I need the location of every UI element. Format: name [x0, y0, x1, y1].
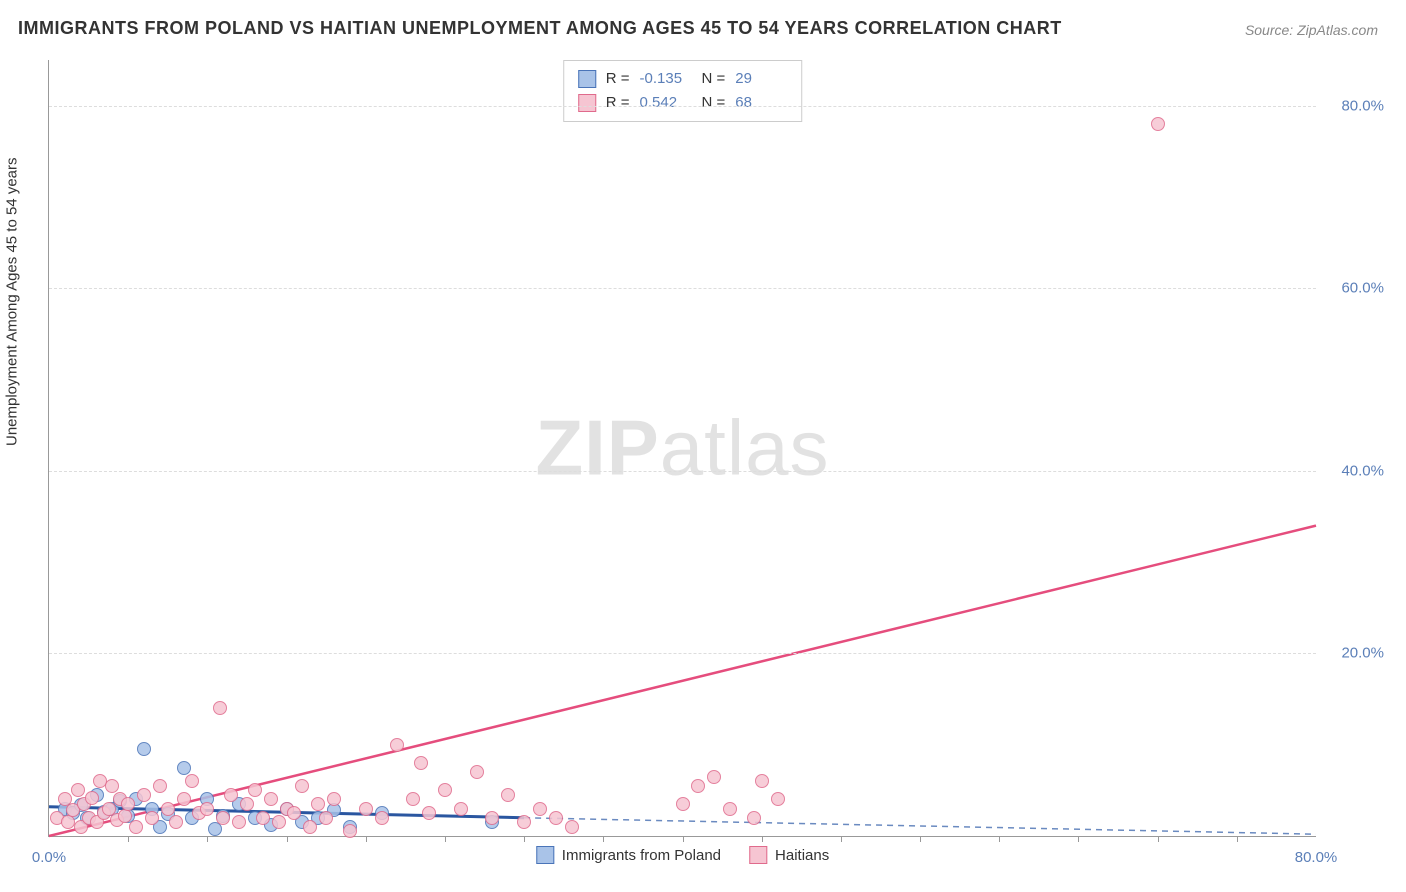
x-tick [207, 836, 208, 842]
series-legend: Immigrants from Poland Haitians [536, 846, 829, 864]
gridline [49, 288, 1316, 289]
point-haitian [311, 797, 325, 811]
trend-lines-layer [49, 60, 1316, 836]
point-haitian [216, 811, 230, 825]
x-tick [1078, 836, 1079, 842]
point-haitian [517, 815, 531, 829]
x-tick [762, 836, 763, 842]
point-haitian [1151, 117, 1165, 131]
swatch-haitians-bottom [749, 846, 767, 864]
point-haitian [118, 809, 132, 823]
point-haitian [121, 797, 135, 811]
y-axis-label: Unemployment Among Ages 45 to 54 years [4, 157, 21, 446]
y-tick-label: 60.0% [1341, 280, 1384, 297]
point-haitian [691, 779, 705, 793]
point-haitian [177, 792, 191, 806]
point-haitian [470, 765, 484, 779]
point-haitian [454, 802, 468, 816]
point-haitian [169, 815, 183, 829]
point-haitian [707, 770, 721, 784]
gridline [49, 471, 1316, 472]
x-tick [366, 836, 367, 842]
point-haitian [533, 802, 547, 816]
point-haitian [327, 792, 341, 806]
point-haitian [359, 802, 373, 816]
point-haitian [145, 811, 159, 825]
point-haitian [287, 806, 301, 820]
point-haitian [85, 791, 99, 805]
point-haitian [161, 802, 175, 816]
point-haitian [129, 820, 143, 834]
gridline [49, 106, 1316, 107]
point-haitian [676, 797, 690, 811]
point-haitian [747, 811, 761, 825]
point-haitian [272, 815, 286, 829]
point-haitian [549, 811, 563, 825]
point-haitian [200, 802, 214, 816]
x-tick [683, 836, 684, 842]
x-tick [603, 836, 604, 842]
point-haitian [755, 774, 769, 788]
point-haitian [414, 756, 428, 770]
x-tick [128, 836, 129, 842]
point-haitian [248, 783, 262, 797]
point-haitian [390, 738, 404, 752]
point-haitian [153, 779, 167, 793]
point-haitian [343, 824, 357, 838]
point-haitian [303, 820, 317, 834]
source-attribution: Source: ZipAtlas.com [1245, 22, 1378, 38]
x-tick [287, 836, 288, 842]
y-tick-label: 40.0% [1341, 462, 1384, 479]
point-haitian [105, 779, 119, 793]
x-tick [841, 836, 842, 842]
point-haitian [723, 802, 737, 816]
point-haitian [224, 788, 238, 802]
legend-item-haitians: Haitians [749, 846, 829, 864]
point-poland [177, 761, 191, 775]
x-tick [445, 836, 446, 842]
point-haitian [501, 788, 515, 802]
x-tick [999, 836, 1000, 842]
point-haitian [295, 779, 309, 793]
x-tick [1237, 836, 1238, 842]
swatch-poland-bottom [536, 846, 554, 864]
point-haitian [319, 811, 333, 825]
x-tick-label-left: 0.0% [32, 849, 66, 866]
x-tick [1158, 836, 1159, 842]
point-haitian [213, 701, 227, 715]
x-tick [920, 836, 921, 842]
chart-title: IMMIGRANTS FROM POLAND VS HAITIAN UNEMPL… [18, 18, 1062, 39]
point-haitian [422, 806, 436, 820]
point-haitian [771, 792, 785, 806]
point-haitian [71, 783, 85, 797]
point-haitian [485, 811, 499, 825]
legend-label-poland: Immigrants from Poland [562, 847, 721, 864]
legend-label-haitians: Haitians [775, 847, 829, 864]
point-haitian [406, 792, 420, 806]
legend-item-poland: Immigrants from Poland [536, 846, 721, 864]
y-tick-label: 80.0% [1341, 97, 1384, 114]
point-poland [137, 742, 151, 756]
x-tick-label-right: 80.0% [1295, 849, 1338, 866]
gridline [49, 653, 1316, 654]
point-haitian [375, 811, 389, 825]
point-haitian [438, 783, 452, 797]
point-haitian [264, 792, 278, 806]
point-haitian [240, 797, 254, 811]
point-haitian [565, 820, 579, 834]
chart-plot-area: ZIPatlas R = -0.135 N = 29 R = 0.542 N =… [48, 60, 1316, 837]
x-tick [524, 836, 525, 842]
trend-line [49, 526, 1316, 836]
trend-line [524, 818, 1316, 834]
point-haitian [256, 811, 270, 825]
point-haitian [185, 774, 199, 788]
point-haitian [137, 788, 151, 802]
y-tick-label: 20.0% [1341, 645, 1384, 662]
point-haitian [232, 815, 246, 829]
